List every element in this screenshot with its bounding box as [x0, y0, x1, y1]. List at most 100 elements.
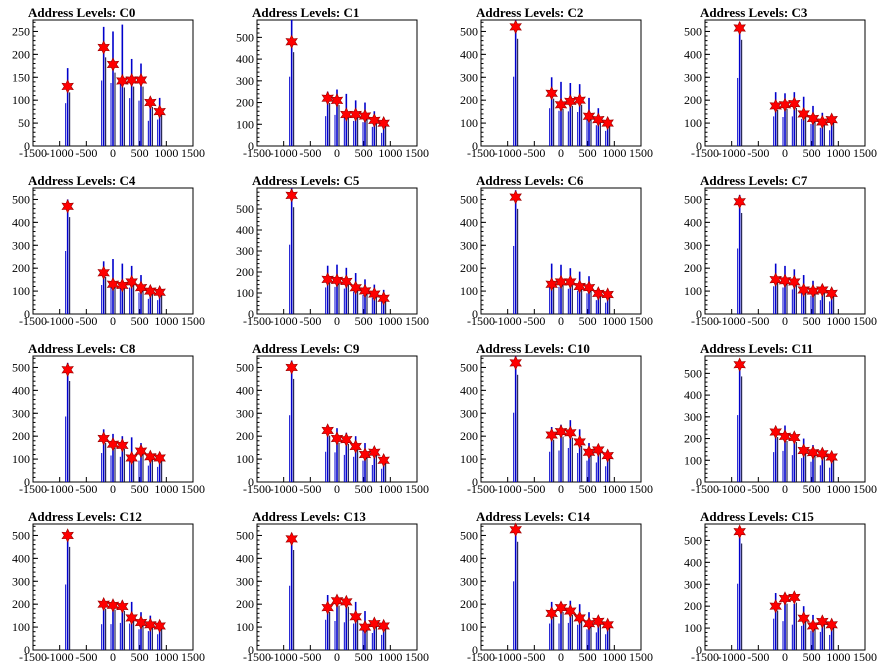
x-tick-label: 0	[558, 146, 564, 160]
y-tick-label: 400	[684, 47, 702, 61]
x-tick-label: 500	[803, 314, 821, 328]
y-tick-label: 200	[684, 599, 702, 613]
chart-title: Address Levels: C15	[700, 509, 814, 524]
x-tick-label: -1500	[467, 314, 495, 328]
peak-marker	[377, 291, 390, 306]
x-tick-label: -500	[747, 146, 769, 160]
x-tick-label: 1000	[154, 314, 178, 328]
x-tick-label: 1500	[181, 482, 205, 496]
x-tick-label: 1000	[602, 482, 626, 496]
x-tick-label: 500	[355, 146, 373, 160]
peak-marker	[592, 286, 605, 301]
peak-marker	[153, 285, 166, 300]
x-tick-label: -500	[747, 650, 769, 664]
peak-marker	[825, 617, 838, 632]
x-tick-label: -1000	[494, 314, 522, 328]
x-tick-label: 0	[782, 650, 788, 664]
y-tick-label: 100	[12, 620, 30, 634]
x-tick-label: 500	[579, 482, 597, 496]
y-tick-label: 100	[460, 284, 478, 298]
peak-marker	[733, 357, 746, 372]
y-tick-label: 0	[24, 307, 30, 321]
y-tick-label: 500	[460, 528, 478, 542]
y-tick-label: 200	[236, 597, 254, 611]
x-tick-label: 0	[558, 482, 564, 496]
chart-title: Address Levels: C6	[476, 173, 584, 188]
peak-marker	[377, 453, 390, 468]
peak-marker	[806, 445, 820, 460]
x-tick-label: 500	[355, 314, 373, 328]
y-tick-label: 300	[236, 406, 254, 420]
chart-title: Address Levels: C4	[28, 173, 136, 188]
y-tick-label: 500	[460, 192, 478, 206]
peak-marker	[97, 596, 110, 612]
x-tick-label: 0	[334, 482, 340, 496]
y-tick-label: 100	[236, 620, 254, 634]
x-tick-label: 1000	[154, 146, 178, 160]
peak-marker	[134, 615, 148, 630]
x-tick-label: -500	[523, 482, 545, 496]
peak-marker	[321, 423, 334, 438]
x-tick-label: 1000	[378, 650, 402, 664]
peak-marker	[134, 280, 148, 295]
peak-marker	[134, 72, 148, 88]
peak-marker	[144, 95, 157, 110]
x-tick-label: 1000	[602, 650, 626, 664]
x-tick-label: 1500	[405, 146, 429, 160]
x-tick-label: 500	[803, 650, 821, 664]
y-tick-label: 300	[684, 410, 702, 424]
y-tick-label: 500	[684, 192, 702, 206]
x-tick-label: 0	[334, 314, 340, 328]
y-tick-label: 0	[696, 475, 702, 489]
peak-marker	[797, 106, 810, 122]
peak-marker	[582, 280, 596, 295]
x-tick-label: 0	[782, 146, 788, 160]
peak-marker	[330, 593, 344, 608]
y-tick-label: 200	[460, 597, 478, 611]
peak-marker	[321, 91, 334, 106]
x-tick-label: 0	[782, 482, 788, 496]
peak-marker	[816, 446, 829, 461]
y-tick-label: 0	[248, 475, 254, 489]
peak-marker	[509, 189, 522, 205]
x-tick-label: 1500	[629, 146, 653, 160]
y-tick-label: 200	[684, 261, 702, 275]
peak-marker	[368, 445, 381, 460]
peak-marker	[564, 274, 577, 290]
y-tick-label: 300	[236, 574, 254, 588]
peak-marker	[554, 600, 568, 615]
peak-marker	[797, 611, 810, 626]
y-tick-label: 400	[684, 555, 702, 569]
peak-marker	[61, 199, 74, 214]
peak-marker	[769, 272, 782, 287]
x-tick-label: 1000	[826, 146, 850, 160]
y-tick-label: 300	[460, 406, 478, 420]
peak-marker	[592, 614, 605, 629]
peak-marker	[125, 450, 138, 466]
chart-title: Address Levels: C3	[700, 5, 808, 20]
y-tick-label: 50	[18, 116, 30, 130]
x-tick-label: 1500	[181, 314, 205, 328]
y-tick-label: 300	[12, 574, 30, 588]
peak-marker	[285, 188, 298, 203]
chart-title: Address Levels: C8	[28, 341, 136, 356]
peak-marker	[340, 432, 353, 447]
x-tick-label: 1000	[826, 650, 850, 664]
peak-marker	[573, 434, 586, 450]
x-tick-label: 0	[110, 482, 116, 496]
y-tick-label: 0	[472, 643, 478, 657]
peak-marker	[601, 448, 614, 463]
peak-marker	[545, 86, 558, 101]
x-tick-label: 1000	[602, 314, 626, 328]
peak-marker	[778, 273, 792, 288]
x-tick-label: -1500	[691, 314, 719, 328]
x-tick-label: 0	[782, 314, 788, 328]
peak-marker	[825, 449, 838, 465]
chart-title: Address Levels: C0	[28, 5, 136, 20]
